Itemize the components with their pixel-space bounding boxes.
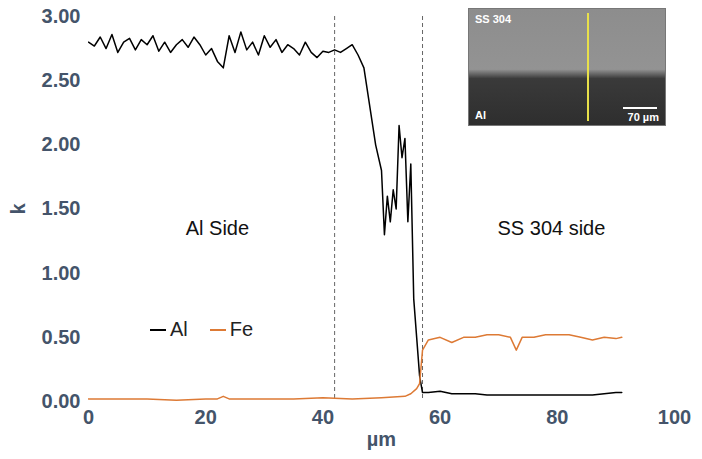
html-text:Fe: Fe <box>229 318 254 340</box>
svg-text:80: 80 <box>546 406 568 428</box>
svg-text:2.50: 2.50 <box>42 69 81 91</box>
svg-text:1.00: 1.00 <box>42 262 81 284</box>
svg-text:µm: µm <box>367 428 396 450</box>
svg-text:0.50: 0.50 <box>42 326 81 348</box>
svg-text:100: 100 <box>658 406 691 428</box>
html-text:70 µm: 70 µm <box>627 111 659 123</box>
svg-text:40: 40 <box>312 406 334 428</box>
svg-text:3.00: 3.00 <box>42 5 81 27</box>
svg-text:0: 0 <box>83 406 94 428</box>
html-text:Al: Al <box>475 109 486 121</box>
svg-text:20: 20 <box>195 406 217 428</box>
svg-text:2.00: 2.00 <box>42 133 81 155</box>
svg-text:0.00: 0.00 <box>42 390 81 412</box>
html-text:SS 304: SS 304 <box>475 13 512 25</box>
html-text:Al: Al <box>170 318 188 340</box>
svg-text:60: 60 <box>429 406 451 428</box>
svg-text:SS 304 side: SS 304 side <box>498 217 606 239</box>
svg-text:Al Side: Al Side <box>186 217 249 239</box>
svg-text:k: k <box>7 203 29 215</box>
svg-text:1.50: 1.50 <box>42 197 81 219</box>
